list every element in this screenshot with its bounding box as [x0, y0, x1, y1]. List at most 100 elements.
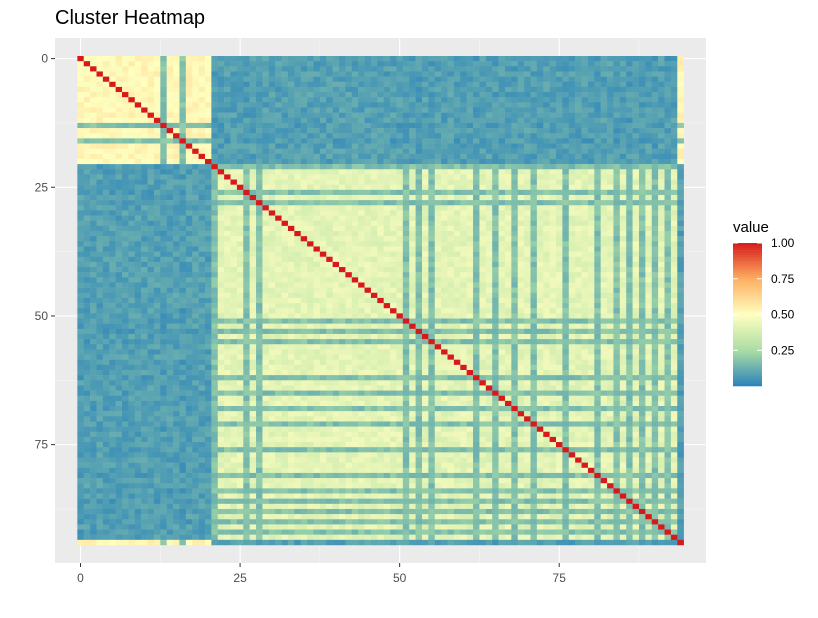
heatmap-cell: [77, 277, 84, 283]
heatmap-cell: [115, 303, 123, 309]
heatmap-cell: [383, 97, 391, 103]
heatmap-cell: [300, 92, 308, 98]
heatmap-cell: [664, 184, 672, 191]
heatmap-cell: [262, 236, 270, 242]
heatmap-cell: [339, 153, 346, 160]
heatmap-cell: [256, 148, 263, 155]
heatmap-cell: [102, 215, 110, 221]
heatmap-cell: [102, 236, 110, 242]
heatmap-cell: [185, 148, 193, 155]
heatmap-cell: [160, 313, 167, 319]
heatmap-cell: [434, 246, 442, 252]
heatmap-cell: [524, 184, 531, 191]
heatmap-cell: [524, 128, 531, 134]
heatmap-cell: [377, 133, 384, 139]
heatmap-cell: [319, 153, 327, 160]
heatmap-cell: [517, 282, 525, 288]
heatmap-cell: [109, 184, 116, 191]
heatmap-cell: [230, 318, 238, 324]
heatmap-cell: [479, 164, 487, 170]
heatmap-cell: [326, 313, 333, 319]
heatmap-cell: [441, 205, 448, 211]
heatmap-cell: [128, 205, 136, 211]
heatmap-cell: [575, 86, 582, 93]
heatmap-cell: [345, 76, 353, 82]
heatmap-cell: [658, 292, 665, 299]
heatmap-cell: [192, 308, 199, 314]
heatmap-cell: [613, 308, 621, 314]
heatmap-cell: [230, 97, 238, 103]
heatmap-cell: [90, 256, 97, 263]
heatmap-cell: [600, 148, 608, 155]
heatmap-cell: [179, 292, 187, 299]
heatmap-cell: [364, 200, 372, 206]
heatmap-cell: [300, 61, 308, 67]
heatmap-cell: [415, 153, 423, 160]
heatmap-cell: [90, 261, 97, 268]
heatmap-cell: [141, 81, 148, 88]
heatmap-cell: [415, 112, 423, 119]
heatmap-cell: [549, 210, 557, 216]
heatmap-cell: [575, 267, 582, 273]
heatmap-cell: [115, 313, 123, 319]
heatmap-cell: [339, 117, 346, 124]
heatmap-cell: [262, 303, 270, 309]
heatmap-cell: [485, 303, 493, 309]
heatmap-cell: [370, 241, 378, 247]
heatmap-cell: [473, 189, 480, 196]
heatmap-cell: [651, 158, 659, 165]
heatmap-cell: [447, 246, 455, 252]
heatmap-cell: [358, 107, 365, 113]
heatmap-cell: [262, 297, 270, 304]
heatmap-cell: [517, 287, 525, 294]
heatmap-cell: [421, 194, 429, 201]
heatmap-cell: [160, 128, 167, 134]
heatmap-cell: [613, 256, 621, 263]
heatmap-cell: [96, 251, 104, 257]
heatmap-cell: [594, 292, 601, 299]
heatmap-cell: [658, 272, 665, 278]
heatmap-cell: [173, 112, 180, 119]
heatmap-cell: [166, 92, 174, 98]
heatmap-cell: [262, 76, 270, 82]
heatmap-cell: [536, 303, 544, 309]
heatmap-cell: [307, 158, 314, 165]
heatmap-cell: [504, 246, 512, 252]
heatmap-cell: [102, 133, 110, 139]
heatmap-cell: [224, 318, 231, 324]
heatmap-cell: [434, 251, 442, 257]
heatmap-cell: [600, 261, 608, 268]
heatmap-cell: [179, 92, 187, 98]
heatmap-cell: [556, 236, 563, 242]
heatmap-cell: [664, 138, 672, 144]
heatmap-cell: [307, 133, 314, 139]
heatmap-cell: [396, 61, 404, 67]
heatmap-cell: [670, 61, 678, 67]
heatmap-cell-diagonal: [173, 133, 180, 139]
heatmap-cell: [402, 287, 410, 294]
heatmap-cell: [345, 210, 353, 216]
heatmap-cell: [556, 66, 563, 72]
heatmap-cell: [198, 66, 206, 72]
heatmap-cell: [613, 313, 621, 319]
heatmap-cell: [581, 205, 589, 211]
heatmap-cell: [268, 220, 276, 227]
heatmap-cell: [370, 272, 378, 278]
heatmap-cell: [645, 81, 652, 88]
heatmap-cell: [160, 251, 167, 257]
heatmap-cell: [587, 297, 595, 304]
heatmap-cell: [575, 241, 582, 247]
heatmap-cell: [549, 76, 557, 82]
heatmap-cell: [441, 194, 448, 201]
heatmap-cell: [562, 71, 570, 77]
heatmap-cell: [256, 112, 263, 119]
heatmap-cell: [581, 313, 589, 319]
heatmap-cell: [677, 143, 684, 149]
heatmap-cell: [332, 282, 340, 288]
heatmap-cell: [268, 66, 276, 72]
heatmap-cell: [613, 277, 621, 283]
heatmap-cell: [428, 282, 435, 288]
heatmap-cell: [224, 97, 231, 103]
heatmap-cell: [460, 102, 467, 108]
heatmap-cell: [543, 97, 550, 103]
